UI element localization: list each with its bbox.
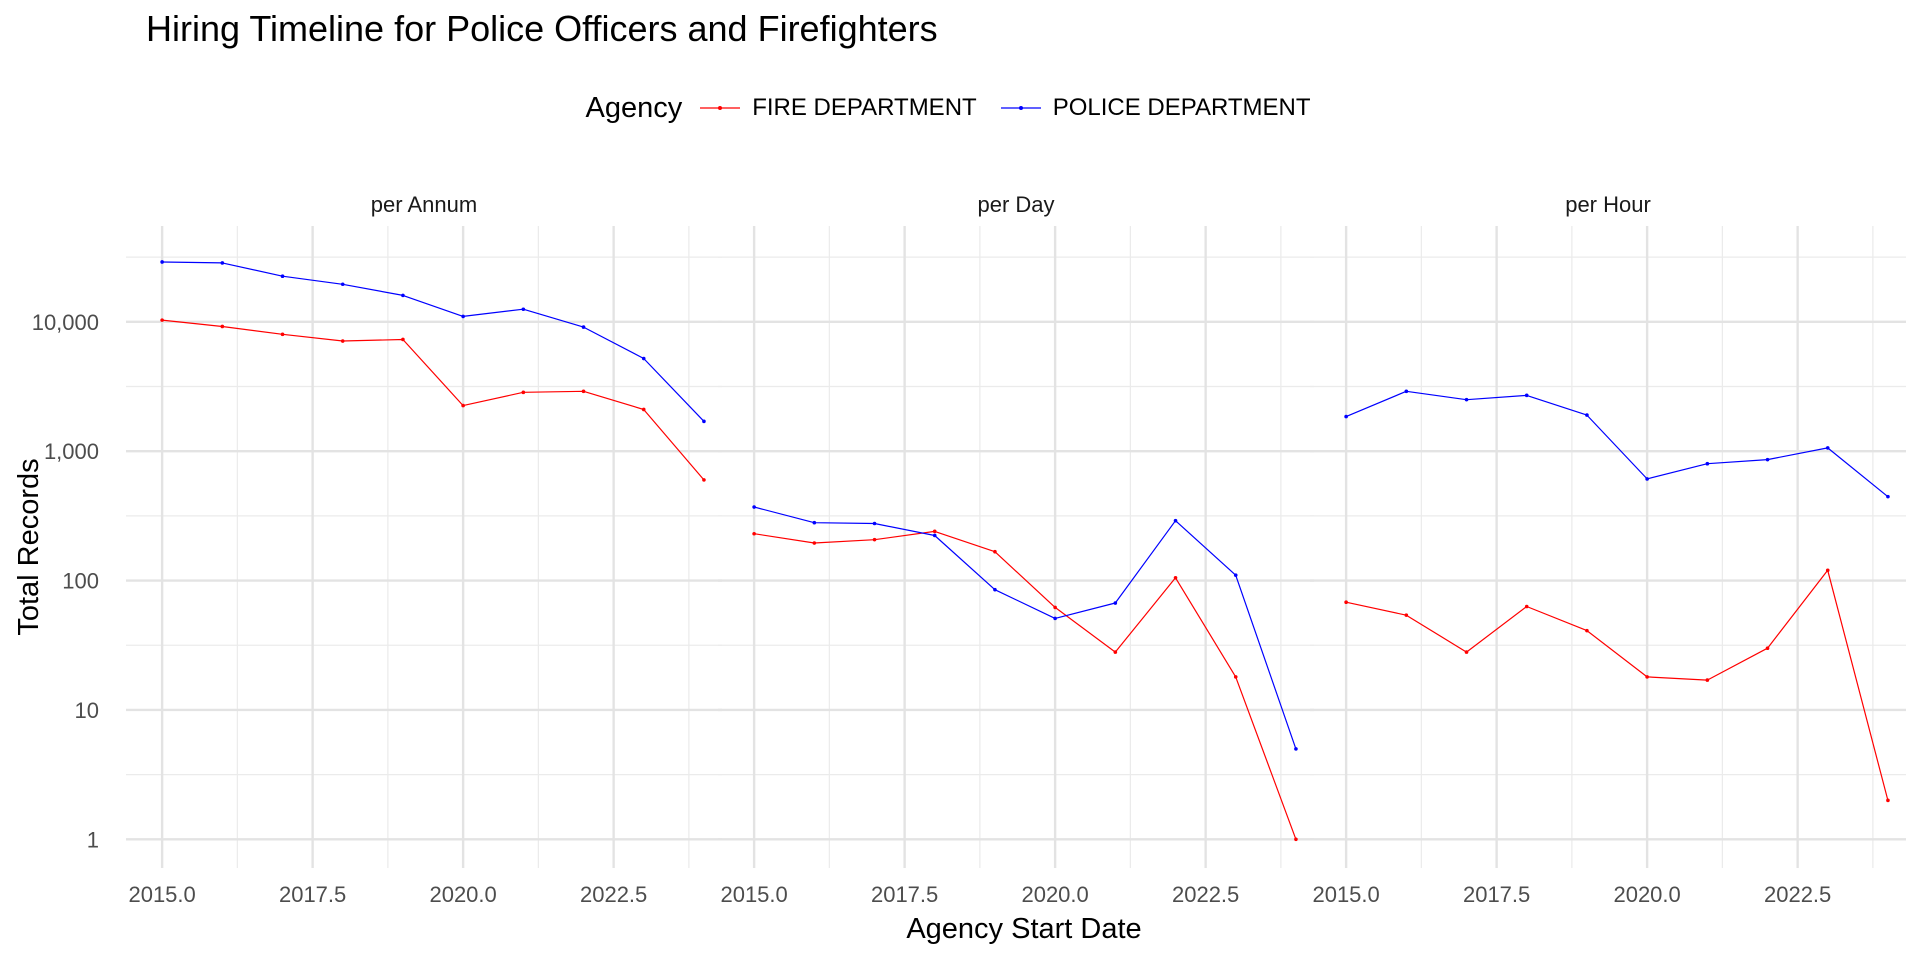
data-point-fire-department-per-hour — [1886, 798, 1890, 803]
data-point-fire-department-per-hour — [1705, 678, 1710, 682]
x-tick-label: 2015.0 — [1312, 882, 1379, 907]
data-point-police-department-per-annum — [280, 274, 285, 279]
data-point-fire-department-per-hour — [1765, 646, 1770, 650]
x-tick-label: 2015.0 — [720, 882, 787, 907]
data-point-fire-department-per-hour — [1464, 650, 1469, 654]
data-point-police-department-per-annum — [521, 307, 526, 312]
data-point-fire-department-per-day — [1173, 576, 1178, 580]
legend-key-police-department — [1000, 106, 1041, 110]
data-point-police-department-per-day — [812, 520, 817, 525]
data-point-police-department-per-annum — [220, 261, 225, 265]
data-point-fire-department-per-day — [1233, 675, 1238, 679]
x-tick-label: 2017.5 — [1463, 882, 1530, 907]
data-point-fire-department-per-hour — [1585, 628, 1589, 633]
data-point-police-department-per-annum — [581, 325, 586, 329]
data-point-fire-department-per-hour — [1524, 604, 1529, 609]
data-point-fire-department-per-day — [812, 541, 817, 545]
data-point-police-department-per-hour — [1404, 389, 1409, 394]
data-point-police-department-per-hour — [1765, 457, 1770, 462]
y-tick-label: 10 — [75, 698, 99, 723]
data-point-police-department-per-day — [1053, 616, 1057, 621]
data-point-fire-department-per-annum — [581, 389, 586, 394]
series-line-fire-department-per-day — [754, 530, 1297, 840]
y-tick-label: 1 — [87, 827, 99, 852]
data-point-fire-department-per-annum — [521, 390, 526, 395]
data-point-fire-department-per-annum — [702, 478, 706, 482]
data-point-police-department-per-day — [1294, 747, 1298, 751]
data-point-fire-department-per-hour — [1645, 675, 1649, 679]
data-point-fire-department-per-hour — [1825, 568, 1830, 573]
y-tick-label: 1,000 — [44, 439, 99, 464]
x-tick-label: 2020.0 — [1613, 882, 1680, 907]
x-tick-label: 2015.0 — [128, 882, 195, 907]
data-point-police-department-per-day — [1173, 518, 1178, 523]
data-point-fire-department-per-day — [993, 549, 997, 554]
data-point-fire-department-per-annum — [340, 339, 345, 343]
data-point-police-department-per-annum — [401, 293, 405, 298]
data-point-police-department-per-hour — [1524, 393, 1529, 398]
data-point-police-department-per-annum — [461, 314, 465, 319]
data-point-fire-department-per-day — [1294, 837, 1298, 842]
chart-title: Hiring Timeline for Police Officers and … — [146, 8, 938, 49]
y-tick-label: 10,000 — [32, 310, 99, 335]
legend-item-police-department: POLICE DEPARTMENT — [1000, 94, 1311, 122]
data-point-police-department-per-day — [993, 587, 997, 592]
data-point-fire-department-per-hour — [1344, 600, 1348, 605]
data-point-police-department-per-hour — [1464, 397, 1469, 402]
chart-legend: Agency FIRE DEPARTMENT POLICE DEPARTMENT — [0, 88, 1920, 128]
data-point-police-department-per-hour — [1825, 446, 1830, 450]
data-point-fire-department-per-day — [872, 537, 877, 542]
data-point-fire-department-per-annum — [401, 337, 405, 342]
data-point-police-department-per-day — [1233, 573, 1238, 577]
y-axis-title: Total Records — [13, 458, 45, 635]
data-point-fire-department-per-day — [932, 529, 937, 534]
x-tick-label: 2022.5 — [580, 882, 647, 907]
data-point-police-department-per-day — [872, 521, 877, 526]
data-point-fire-department-per-annum — [160, 318, 164, 322]
data-point-police-department-per-hour — [1344, 414, 1348, 419]
series-line-police-department-per-day — [753, 506, 1297, 750]
data-point-police-department-per-day — [932, 533, 937, 538]
facet-label-per-hour: per Hour — [1565, 192, 1651, 217]
data-point-fire-department-per-annum — [641, 407, 646, 412]
legend-key-fire-department — [700, 106, 741, 110]
data-point-police-department-per-hour — [1645, 477, 1649, 481]
legend-item-fire-department: FIRE DEPARTMENT — [700, 94, 977, 122]
data-point-police-department-per-annum — [160, 260, 164, 264]
legend-label-police-department: POLICE DEPARTMENT — [1052, 94, 1311, 121]
x-tick-label: 2020.0 — [1021, 882, 1088, 907]
series-line-police-department-per-annum — [162, 261, 705, 422]
legend-title: Agency — [585, 91, 683, 124]
data-point-police-department-per-annum — [702, 419, 706, 424]
x-tick-label: 2022.5 — [1764, 882, 1831, 907]
legend-label-fire-department: FIRE DEPARTMENT — [752, 94, 977, 121]
series-line-police-department-per-hour — [1345, 390, 1889, 498]
data-point-police-department-per-annum — [340, 282, 345, 287]
x-axis-title: Agency Start Date — [906, 913, 1141, 945]
data-point-fire-department-per-day — [1113, 650, 1118, 654]
data-point-fire-department-per-day — [752, 531, 756, 536]
data-point-fire-department-per-day — [1053, 605, 1057, 610]
data-point-police-department-per-day — [1113, 601, 1118, 605]
data-point-fire-department-per-annum — [461, 403, 465, 408]
data-point-police-department-per-hour — [1585, 413, 1589, 417]
facet-label-per-annum: per Annum — [371, 192, 477, 217]
x-tick-label: 2022.5 — [1172, 882, 1239, 907]
facet-label-per-day: per Day — [977, 192, 1054, 217]
series-line-fire-department-per-annum — [162, 319, 705, 481]
data-point-police-department-per-hour — [1886, 494, 1890, 499]
data-point-fire-department-per-annum — [220, 324, 225, 329]
data-point-police-department-per-day — [752, 505, 756, 509]
x-tick-label: 2017.5 — [871, 882, 938, 907]
series-line-fire-department-per-hour — [1345, 569, 1889, 801]
data-point-police-department-per-annum — [641, 356, 646, 361]
data-point-police-department-per-hour — [1705, 461, 1710, 466]
x-tick-label: 2020.0 — [429, 882, 496, 907]
data-point-fire-department-per-annum — [280, 332, 285, 337]
y-tick-label: 100 — [62, 569, 99, 594]
x-tick-label: 2017.5 — [279, 882, 346, 907]
data-point-fire-department-per-hour — [1404, 613, 1409, 617]
